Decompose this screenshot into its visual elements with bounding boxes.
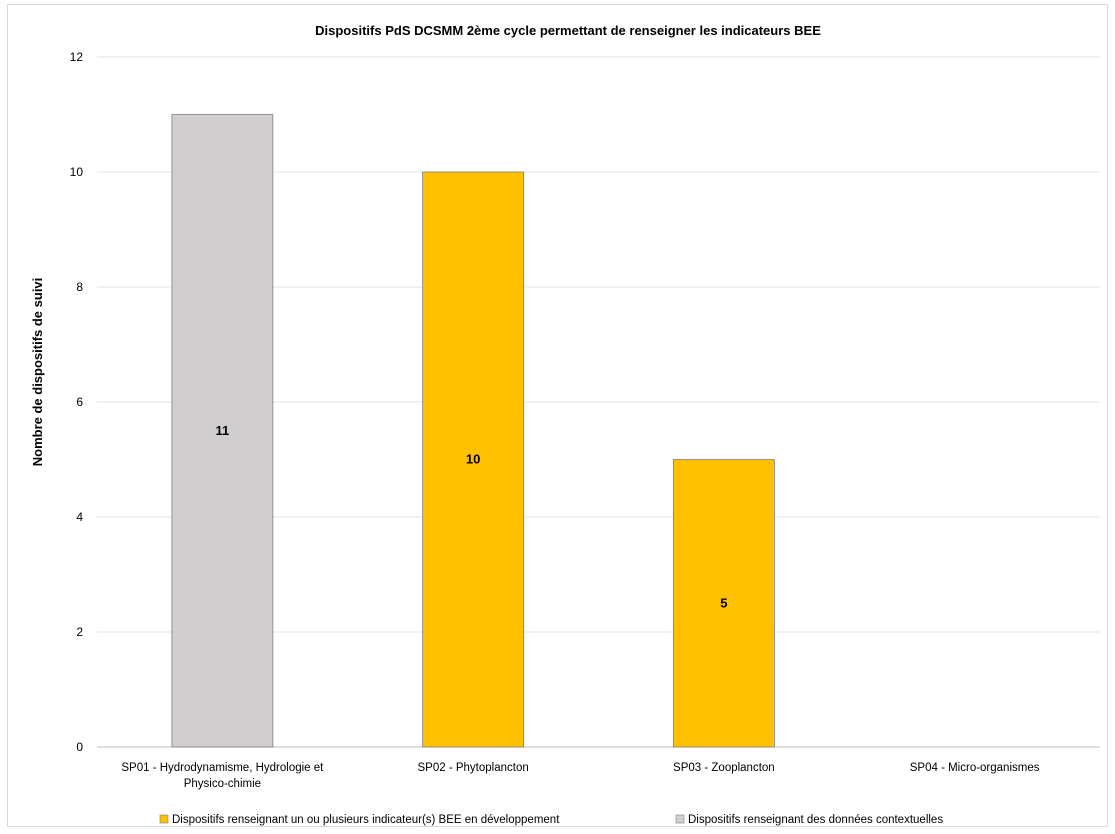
y-tick-label: 6 — [76, 395, 83, 409]
bar — [672, 459, 775, 748]
x-tick-label: SP04 - Micro-organismes — [910, 762, 1040, 774]
bar — [171, 114, 274, 748]
bars — [171, 114, 775, 748]
y-tick-label: 10 — [70, 165, 84, 179]
legend-swatch — [159, 814, 169, 824]
axis-labels: 0 2 4 6 8 10 12 10 5 11 SP01 - Hydrodynamisme, Hyd… — [70, 50, 1040, 790]
bar — [422, 171, 525, 748]
chart-title: Dispositifs PdS DCSMM 2ème cycle permett… — [315, 23, 821, 38]
legend: Dispositifs renseignant un ou plusieurs … — [159, 814, 943, 826]
legend-swatch — [675, 814, 685, 824]
data-label: 5 — [720, 595, 727, 610]
y-tick-label: 0 — [76, 740, 83, 754]
x-tick-label: SP02 - Phytoplancton — [418, 762, 529, 774]
data-label: 11 — [216, 423, 230, 438]
legend-label: Dispositifs renseignant des données cont… — [688, 814, 943, 826]
y-tick-label: 8 — [76, 280, 83, 294]
y-tick-label: 4 — [76, 510, 83, 524]
x-tick-label: SP01 - Hydrodynamisme, Hydrologie et Phys… — [121, 762, 324, 790]
legend-label: Dispositifs renseignant un ou plusieurs … — [172, 814, 560, 826]
y-axis-label: Nombre de dispositifs de suivi — [30, 278, 45, 467]
y-tick-label: 12 — [70, 50, 84, 64]
y-tick-label: 2 — [76, 625, 83, 639]
x-tick-label: SP03 - Zooplancton — [673, 762, 775, 774]
data-label: 10 — [466, 452, 480, 467]
